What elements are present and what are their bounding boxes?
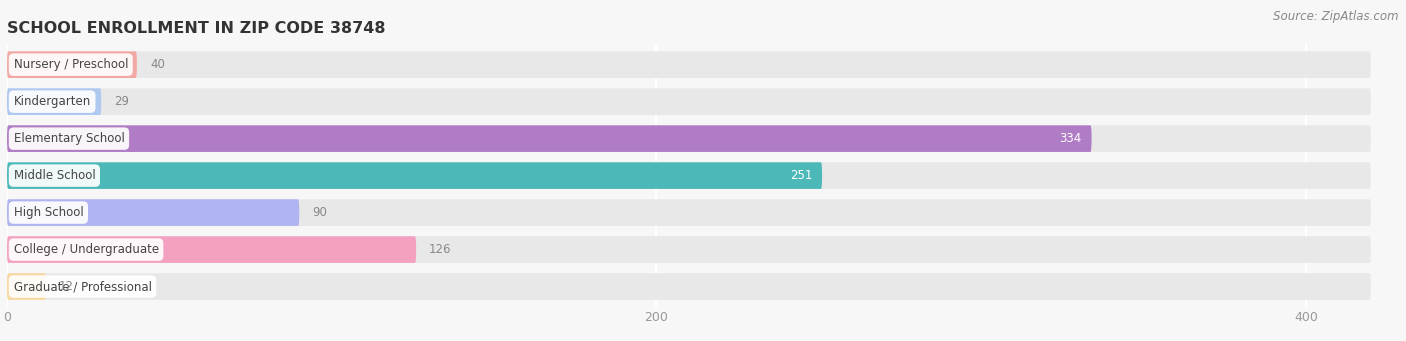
Text: High School: High School: [14, 206, 83, 219]
FancyBboxPatch shape: [7, 88, 101, 115]
Text: 251: 251: [790, 169, 813, 182]
Text: Source: ZipAtlas.com: Source: ZipAtlas.com: [1274, 10, 1399, 23]
Text: 90: 90: [312, 206, 328, 219]
FancyBboxPatch shape: [7, 125, 1091, 152]
Text: Kindergarten: Kindergarten: [14, 95, 91, 108]
Text: 40: 40: [150, 58, 165, 71]
Text: College / Undergraduate: College / Undergraduate: [14, 243, 159, 256]
FancyBboxPatch shape: [7, 273, 46, 300]
FancyBboxPatch shape: [7, 51, 1371, 78]
Text: Nursery / Preschool: Nursery / Preschool: [14, 58, 128, 71]
FancyBboxPatch shape: [7, 51, 136, 78]
FancyBboxPatch shape: [7, 236, 416, 263]
FancyBboxPatch shape: [7, 125, 1371, 152]
Text: 12: 12: [59, 280, 75, 293]
Text: 334: 334: [1060, 132, 1081, 145]
FancyBboxPatch shape: [7, 273, 1371, 300]
Text: Graduate / Professional: Graduate / Professional: [14, 280, 152, 293]
FancyBboxPatch shape: [7, 162, 823, 189]
FancyBboxPatch shape: [7, 88, 1371, 115]
Text: 29: 29: [114, 95, 129, 108]
FancyBboxPatch shape: [7, 199, 1371, 226]
Text: 126: 126: [429, 243, 451, 256]
FancyBboxPatch shape: [7, 199, 299, 226]
FancyBboxPatch shape: [7, 236, 1371, 263]
Text: Elementary School: Elementary School: [14, 132, 124, 145]
Text: Middle School: Middle School: [14, 169, 96, 182]
Text: SCHOOL ENROLLMENT IN ZIP CODE 38748: SCHOOL ENROLLMENT IN ZIP CODE 38748: [7, 21, 385, 36]
FancyBboxPatch shape: [7, 162, 1371, 189]
